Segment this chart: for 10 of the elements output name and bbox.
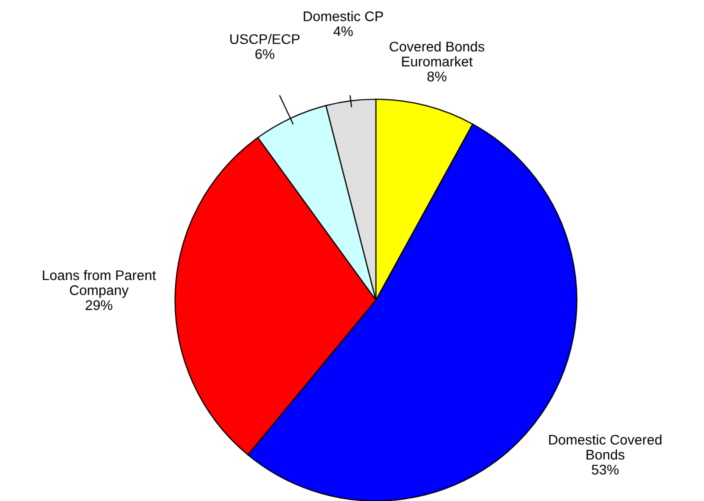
- slice-label: USCP/ECP: [230, 34, 300, 44]
- data-label: 29%: [86, 300, 112, 310]
- slice-label: Loans from Parent Company: [42, 270, 156, 298]
- slice-label: Domestic CP: [304, 11, 383, 22]
- data-label: 6%: [255, 49, 274, 59]
- slice-label: Domestic Covered Bonds: [549, 434, 662, 460]
- data-label: 53%: [592, 464, 619, 475]
- data-label: 8%: [427, 72, 446, 82]
- slice-label: Covered Bonds Euromarket: [390, 41, 484, 66]
- data-label: 4%: [333, 26, 353, 36]
